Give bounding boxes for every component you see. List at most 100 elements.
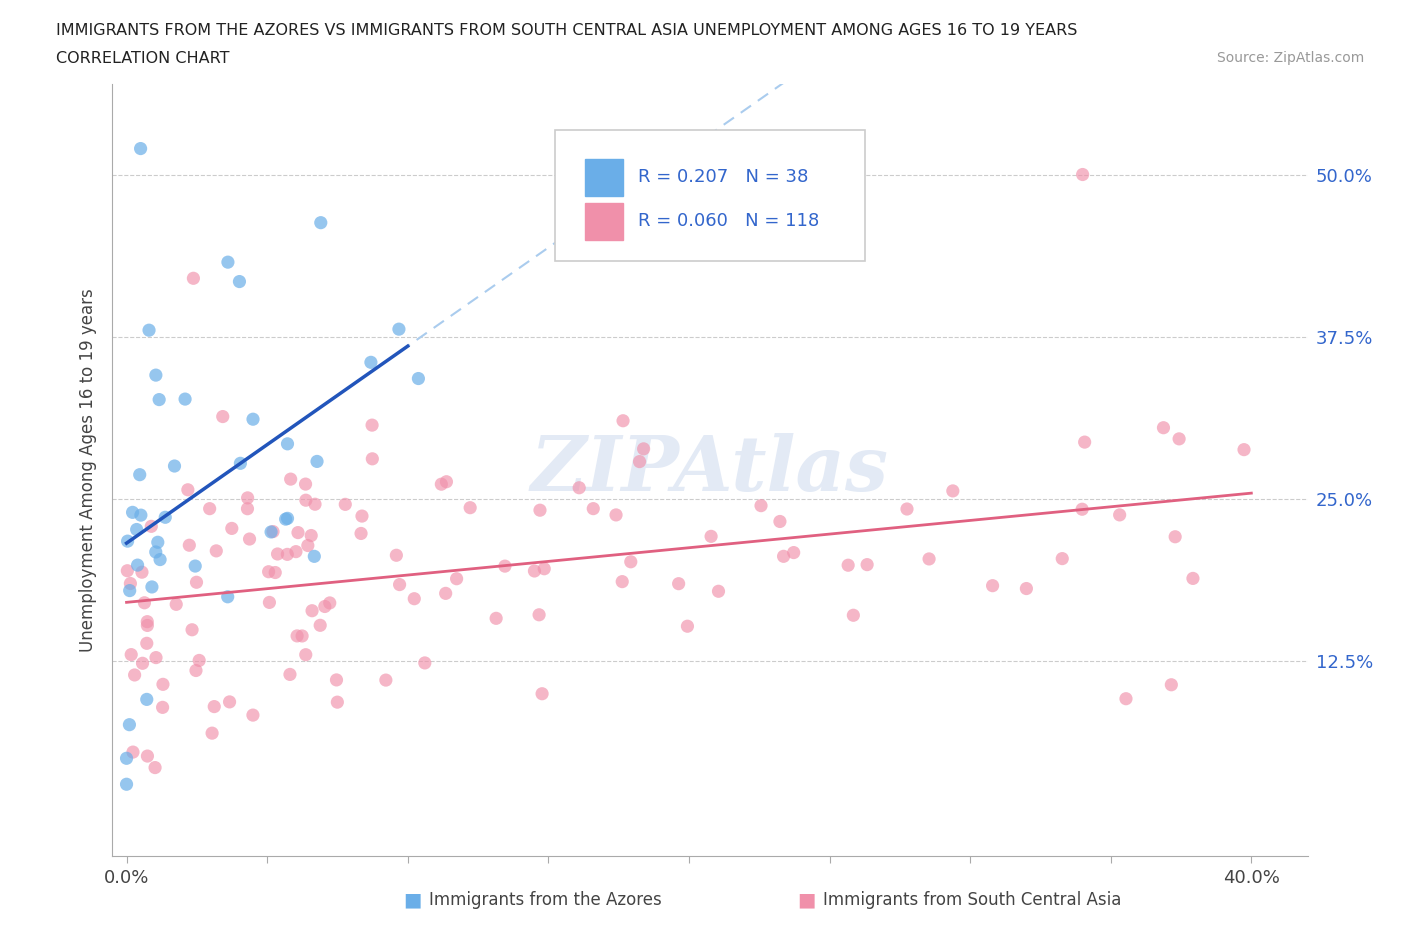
Point [141, 579, 163, 594]
Point [155, 510, 177, 525]
Point [122, 745, 145, 760]
Point [257, 565, 280, 579]
Text: Immigrants from the Azores: Immigrants from the Azores [429, 891, 662, 910]
Point [335, 497, 357, 512]
Point [309, 215, 332, 230]
Bar [585, 159, 623, 195]
Point [485, 611, 508, 626]
Point [1233, 442, 1256, 457]
Point [404, 591, 426, 606]
Point [128, 467, 150, 482]
Text: ■: ■ [404, 891, 422, 910]
Point [284, 544, 307, 559]
Point [295, 493, 318, 508]
Point [527, 607, 550, 622]
Point [494, 559, 516, 574]
Point [266, 547, 288, 562]
Point [529, 503, 551, 518]
Point [129, 141, 152, 156]
Y-axis label: Unemployment Among Ages 16 to 19 years: Unemployment Among Ages 16 to 19 years [79, 287, 97, 652]
Point [769, 514, 792, 529]
Point [446, 571, 468, 586]
Point [145, 650, 167, 665]
Point [280, 472, 302, 486]
Point [146, 535, 169, 550]
Point [620, 554, 643, 569]
Point [309, 618, 332, 632]
Point [264, 565, 287, 580]
Point [612, 413, 634, 428]
Point [229, 456, 252, 471]
Point [121, 505, 143, 520]
Point [183, 271, 205, 286]
Point [276, 511, 298, 525]
Point [260, 525, 283, 539]
Point [1160, 677, 1182, 692]
Point [676, 618, 699, 633]
Point [1168, 432, 1191, 446]
Point [145, 367, 167, 382]
Point [533, 562, 555, 577]
Text: ■: ■ [797, 891, 815, 910]
Point [782, 545, 804, 560]
Point [568, 480, 591, 495]
Text: CORRELATION CHART: CORRELATION CHART [56, 51, 229, 66]
Text: R = 0.060   N = 118: R = 0.060 N = 118 [638, 212, 820, 230]
Point [314, 599, 336, 614]
Point [523, 564, 546, 578]
Point [129, 508, 152, 523]
Point [165, 597, 187, 612]
Point [136, 749, 159, 764]
Text: ZIPAtlas: ZIPAtlas [531, 432, 889, 507]
Point [294, 477, 316, 492]
Point [115, 777, 138, 791]
Point [117, 564, 139, 578]
Point [118, 717, 141, 732]
Point [177, 483, 200, 498]
Point [325, 672, 347, 687]
Point [138, 323, 160, 338]
Point [278, 667, 301, 682]
Point [1015, 581, 1038, 596]
Point [184, 559, 207, 574]
Point [184, 663, 207, 678]
Point [228, 274, 250, 289]
Point [242, 412, 264, 427]
Point [350, 526, 373, 541]
Point [262, 525, 284, 539]
Point [434, 586, 457, 601]
Point [582, 501, 605, 516]
Point [430, 477, 453, 492]
Point [749, 498, 772, 513]
Point [259, 595, 281, 610]
Point [202, 699, 225, 714]
Point [117, 534, 139, 549]
Point [918, 551, 941, 566]
Point [458, 500, 481, 515]
Point [201, 725, 224, 740]
Point [319, 595, 342, 610]
Point [942, 484, 965, 498]
Point [294, 647, 316, 662]
Point [1108, 508, 1130, 523]
Text: Source: ZipAtlas.com: Source: ZipAtlas.com [1216, 51, 1364, 65]
Point [236, 490, 259, 505]
Point [326, 695, 349, 710]
Point [274, 512, 297, 526]
Point [276, 547, 298, 562]
Point [152, 700, 174, 715]
Point [218, 695, 240, 710]
Point [1115, 691, 1137, 706]
Point [276, 436, 298, 451]
Point [385, 548, 408, 563]
Point [605, 508, 627, 523]
Point [700, 529, 723, 544]
Text: Immigrants from South Central Asia: Immigrants from South Central Asia [823, 891, 1121, 910]
Point [361, 451, 384, 466]
Point [1152, 420, 1174, 435]
Point [1071, 502, 1094, 517]
Point [149, 552, 172, 567]
Point [287, 525, 309, 540]
FancyBboxPatch shape [554, 130, 866, 261]
Point [1052, 551, 1074, 566]
